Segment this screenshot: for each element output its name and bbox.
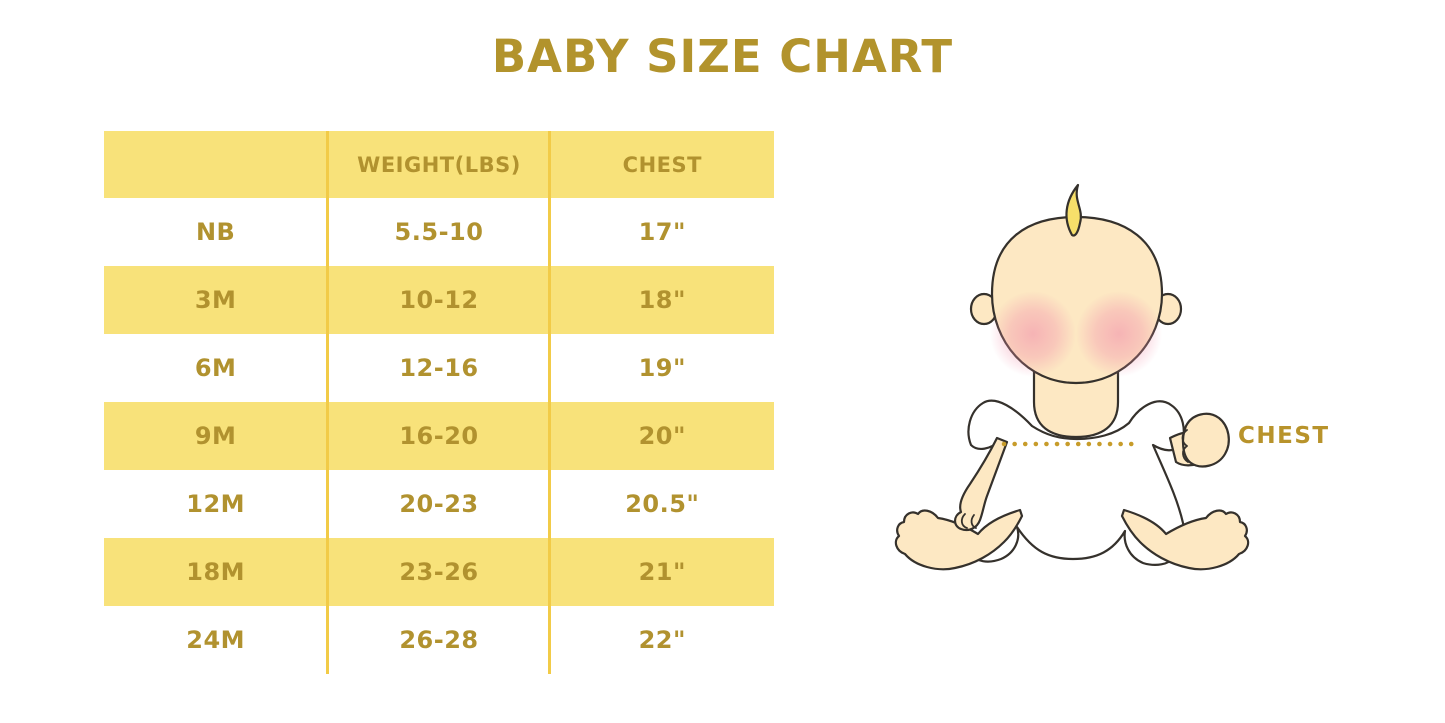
cell-weight: 26-28: [399, 626, 479, 654]
baby-left-hand-fingers: [960, 513, 977, 529]
cell-weight: 5.5-10: [394, 218, 484, 246]
page-title: BABY SIZE CHART: [491, 30, 954, 83]
table-row: 18M 23-26 21": [104, 538, 774, 606]
cell-chest: 21": [638, 558, 687, 586]
baby-illustration: [880, 180, 1340, 610]
size-table: WEIGHT(LBS) CHEST NB 5.5-10 17" 3M 10-12…: [104, 131, 774, 674]
cell-size: 24M: [186, 626, 246, 654]
table-row: 12M 20-23 20.5": [104, 470, 774, 538]
cell-chest: 18": [638, 286, 687, 314]
column-divider: [548, 131, 551, 674]
header-chest: CHEST: [622, 152, 702, 177]
table-row: 24M 26-28 22": [104, 606, 774, 674]
chest-measure-label: CHEST: [1238, 423, 1330, 449]
table-row: 9M 16-20 20": [104, 402, 774, 470]
cell-weight: 16-20: [399, 422, 479, 450]
header-size: [104, 131, 327, 198]
table-row: 3M 10-12 18": [104, 266, 774, 334]
cell-size: 6M: [194, 354, 237, 382]
cell-chest: 20": [638, 422, 687, 450]
cell-chest: 17": [638, 218, 687, 246]
cell-size: NB: [195, 218, 236, 246]
cell-chest: 20.5": [625, 490, 700, 518]
table-row: NB 5.5-10 17": [104, 198, 774, 266]
baby-right-leg: [1120, 508, 1250, 571]
baby-hair-icon: [1065, 183, 1082, 237]
cell-weight: 12-16: [399, 354, 479, 382]
baby-drawing: [894, 183, 1250, 571]
cell-size: 3M: [194, 286, 237, 314]
cell-chest: 22": [638, 626, 687, 654]
cell-weight: 23-26: [399, 558, 479, 586]
header-weight: WEIGHT(LBS): [357, 152, 521, 177]
baby-right-cheek-blush: [1076, 291, 1162, 377]
table-header-row: WEIGHT(LBS) CHEST: [104, 131, 774, 198]
cell-weight: 20-23: [399, 490, 479, 518]
column-divider: [326, 131, 329, 674]
cell-size: 18M: [186, 558, 246, 586]
table-row: 6M 12-16 19": [104, 334, 774, 402]
baby-right-fist-fingers: [1181, 429, 1189, 463]
cell-size: 12M: [186, 490, 246, 518]
cell-size: 9M: [194, 422, 237, 450]
cell-chest: 19": [638, 354, 687, 382]
cell-weight: 10-12: [399, 286, 479, 314]
baby-right-fist: [1181, 412, 1230, 468]
baby-left-arm: [953, 436, 1009, 532]
baby-left-cheek-blush: [990, 291, 1076, 377]
